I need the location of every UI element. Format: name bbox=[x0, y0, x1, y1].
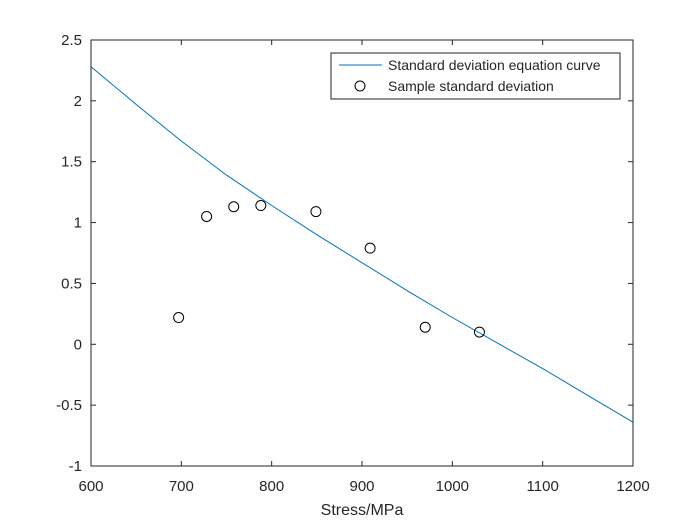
y-tick-label: 1 bbox=[74, 215, 82, 232]
legend-marker-swatch bbox=[354, 80, 366, 92]
sample-point bbox=[473, 326, 485, 338]
x-tick-label: 1200 bbox=[616, 478, 649, 495]
x-tick-label: 1000 bbox=[436, 478, 469, 495]
legend-entry-samples: Sample standard deviation bbox=[388, 78, 554, 94]
y-tick-label: 2 bbox=[74, 93, 82, 110]
y-tick-label: -1 bbox=[69, 458, 82, 475]
y-tick-label: 0 bbox=[74, 336, 82, 353]
sample-point bbox=[310, 206, 322, 218]
legend-box bbox=[330, 52, 621, 100]
legend-entry-curve: Standard deviation equation curve bbox=[388, 57, 601, 73]
y-tick-label: -0.5 bbox=[56, 397, 82, 414]
y-tick-label: 2.5 bbox=[61, 32, 82, 49]
ticks: 600 700 800 900 1000 1100 1200 -1 -0.5 0 0.5 1 1.5 2 2… bbox=[56, 32, 650, 495]
sample-point bbox=[364, 242, 376, 254]
x-tick-label: 1100 bbox=[527, 478, 559, 495]
series-line-standard-deviation-curve bbox=[90, 66, 634, 423]
x-axis-label: Stress/MPa bbox=[321, 502, 404, 519]
y-tick-label: 0.5 bbox=[61, 275, 82, 292]
series-layer bbox=[90, 66, 634, 423]
sample-point bbox=[255, 200, 267, 212]
legend: Standard deviation equation curve Sample… bbox=[330, 52, 621, 100]
sample-point bbox=[419, 321, 431, 333]
y-tick-label: 1.5 bbox=[61, 154, 82, 171]
sample-point bbox=[173, 312, 185, 324]
x-tick-label: 600 bbox=[78, 478, 103, 495]
sample-point bbox=[228, 201, 240, 213]
plot-area bbox=[91, 40, 633, 466]
x-tick-label: 700 bbox=[169, 478, 194, 495]
x-tick-label: 800 bbox=[259, 478, 284, 495]
sample-point bbox=[201, 210, 213, 222]
x-tick-label: 900 bbox=[349, 478, 374, 495]
